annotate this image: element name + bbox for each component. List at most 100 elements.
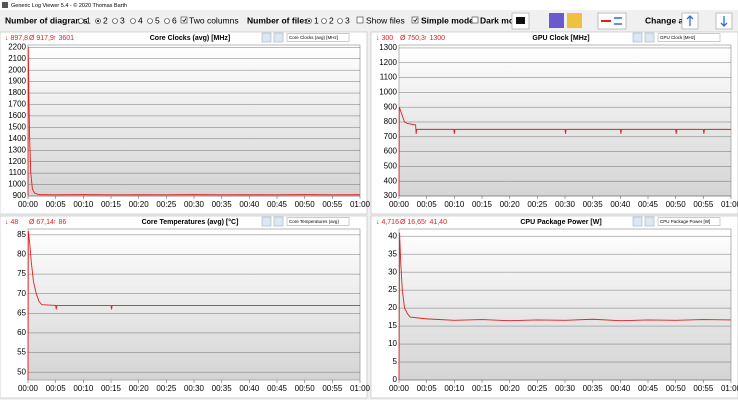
- y-tick-label: 1500: [8, 122, 26, 131]
- radio[interactable]: [130, 18, 136, 24]
- checkbox[interactable]: [180, 16, 188, 24]
- sensor-dropdown[interactable]: [657, 217, 721, 226]
- checkbox[interactable]: [411, 16, 419, 24]
- scale-button[interactable]: [644, 216, 655, 227]
- x-tick-label: 00:20: [129, 200, 150, 209]
- x-tick-label: 00:15: [101, 384, 122, 393]
- x-tick-label: 00:45: [638, 200, 659, 209]
- radio[interactable]: [337, 18, 343, 24]
- y-tick-label: 25: [388, 285, 397, 294]
- x-tick-label: 00:35: [583, 200, 604, 209]
- x-tick-label: 00:00: [389, 384, 410, 393]
- stat-value: Ø 16,65: [400, 219, 425, 226]
- y-tick-label: 2000: [8, 65, 26, 74]
- x-tick-label: 01:00: [721, 200, 738, 209]
- arrow-icon: [720, 16, 728, 27]
- settings-button[interactable]: [261, 216, 272, 227]
- simple-mode-label: Simple mode: [421, 15, 474, 25]
- scale-button[interactable]: [273, 216, 284, 227]
- x-tick-label: 00:55: [693, 384, 714, 393]
- x-tick-label: 00:15: [472, 200, 493, 209]
- x-tick-label: 00:50: [295, 384, 316, 393]
- sensor-dropdown[interactable]: [286, 217, 350, 226]
- radio-label: 4: [138, 15, 143, 25]
- checkbox[interactable]: [356, 16, 364, 24]
- x-tick-label: 00:25: [527, 200, 548, 209]
- radio[interactable]: [78, 18, 84, 24]
- radio-label: 3: [120, 15, 125, 25]
- stat-value: ↑ 86: [53, 219, 66, 226]
- radio[interactable]: [147, 18, 153, 24]
- plot-area: [27, 228, 361, 381]
- x-tick-label: 00:10: [444, 384, 465, 393]
- title-bar: [0, 0, 738, 10]
- radio[interactable]: [164, 18, 170, 24]
- y-tick-label: 1200: [379, 58, 397, 67]
- x-tick-label: 00:35: [212, 384, 233, 393]
- y-tick-label: 1300: [8, 145, 26, 154]
- stat-value: ↑ 1300: [424, 35, 445, 42]
- x-tick-label: 00:30: [555, 200, 576, 209]
- x-tick-label: 00:50: [666, 200, 687, 209]
- x-tick-label: 00:00: [18, 200, 39, 209]
- y-tick-label: 35: [388, 249, 397, 258]
- y-tick-label: 1100: [380, 73, 398, 82]
- compare-button[interactable]: [597, 12, 627, 30]
- checkbox[interactable]: [471, 16, 479, 24]
- x-tick-label: 00:05: [417, 200, 438, 209]
- y-tick-label: 400: [384, 176, 398, 185]
- stat-value: Ø 67,14: [29, 219, 54, 226]
- app-icon: [2, 2, 8, 8]
- y-tick-label: 75: [17, 269, 26, 278]
- open-button[interactable]: [567, 13, 582, 28]
- x-tick-label: 00:30: [184, 200, 205, 209]
- x-tick-label: 00:30: [184, 384, 205, 393]
- y-tick-label: 2200: [8, 42, 26, 51]
- dark-mode-label: Dark mod: [480, 15, 519, 25]
- y-tick-label: 50: [17, 367, 26, 376]
- x-tick-label: 00:40: [239, 384, 260, 393]
- x-tick-label: 00:00: [18, 384, 39, 393]
- y-tick-label: 60: [17, 328, 26, 337]
- y-tick-label: 70: [17, 289, 26, 298]
- stat-value: ↑ 41,40: [424, 219, 447, 226]
- settings-button[interactable]: [632, 216, 643, 227]
- scale-button[interactable]: [644, 32, 655, 43]
- sensor-dropdown[interactable]: [286, 33, 350, 42]
- x-tick-label: 00:10: [73, 200, 94, 209]
- x-tick-label: 00:50: [295, 200, 316, 209]
- x-tick-label: 01:00: [350, 384, 371, 393]
- y-tick-label: 10: [388, 339, 397, 348]
- settings-button[interactable]: [261, 32, 272, 43]
- x-tick-label: 00:15: [101, 200, 122, 209]
- plot-area: [27, 44, 361, 197]
- stat-value: Ø 750,3: [400, 35, 425, 42]
- x-tick-label: 00:55: [322, 200, 343, 209]
- stat-value: ↓ 897,8: [5, 35, 28, 42]
- x-tick-label: 00:20: [129, 384, 150, 393]
- radio-label: 1: [86, 15, 91, 25]
- y-tick-label: 800: [384, 117, 398, 126]
- settings-button[interactable]: [632, 32, 643, 43]
- x-tick-label: 00:00: [389, 200, 410, 209]
- data-line: [27, 47, 361, 196]
- y-tick-label: 700: [384, 132, 398, 141]
- data-line: [27, 230, 360, 381]
- arrow-icon: [686, 15, 694, 26]
- radio[interactable]: [112, 18, 118, 24]
- plot-area: [398, 228, 732, 381]
- sensor-dropdown[interactable]: [657, 33, 721, 42]
- x-tick-label: 00:20: [500, 384, 521, 393]
- y-tick-label: 900: [384, 102, 398, 111]
- y-tick-label: 1100: [9, 168, 27, 177]
- stat-value: ↓ 300: [376, 35, 393, 42]
- x-tick-label: 01:00: [721, 384, 738, 393]
- radio[interactable]: [321, 18, 327, 24]
- save-button[interactable]: [549, 13, 564, 28]
- radio-label: 6: [172, 15, 177, 25]
- chart-title: GPU Clock [MHz]: [532, 35, 589, 42]
- radio-label: 2: [329, 15, 334, 25]
- scale-button[interactable]: [273, 32, 284, 43]
- y-tick-label: 300: [384, 191, 398, 200]
